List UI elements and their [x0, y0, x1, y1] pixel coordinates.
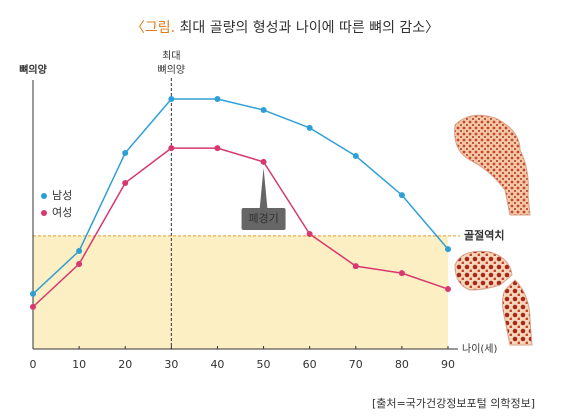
data-point — [445, 246, 451, 253]
data-point — [445, 286, 451, 293]
x-tick-label: 20 — [118, 358, 132, 371]
data-point — [260, 107, 267, 114]
data-point — [260, 158, 267, 165]
x-tick-label: 90 — [441, 358, 455, 371]
x-tick-label: 50 — [257, 358, 271, 371]
data-point — [30, 303, 36, 310]
data-point — [398, 192, 405, 199]
x-tick-label: 70 — [349, 358, 363, 371]
data-point — [398, 270, 405, 277]
threshold-label: 골절역치 — [464, 228, 504, 242]
annotation-label: 폐경기 — [248, 212, 278, 225]
x-tick-label: 0 — [30, 358, 37, 371]
data-point — [122, 179, 129, 186]
x-axis-label: 나이(세) — [462, 343, 498, 355]
x-tick-label: 40 — [210, 358, 224, 371]
title-text: 최대 골량의 형성과 나이에 따른 뼈의 감소〉 — [180, 20, 440, 36]
series-line — [32, 98, 449, 295]
data-point — [168, 95, 175, 102]
data-point — [306, 230, 313, 237]
legend-label: 남성 — [52, 189, 72, 202]
data-point — [76, 247, 83, 254]
legend-marker — [41, 210, 47, 216]
y-axis-label: 뼈의양 — [19, 63, 47, 76]
series-line — [32, 147, 449, 308]
data-point — [352, 263, 359, 270]
data-point — [352, 152, 359, 159]
data-point — [76, 260, 83, 267]
callout-pointer — [259, 167, 268, 210]
legend-marker — [41, 193, 47, 199]
title-label: 〈그림. — [131, 20, 175, 36]
bone-osteoporotic — [454, 250, 533, 346]
bone-healthy — [454, 114, 531, 216]
data-point — [122, 149, 129, 156]
legend-label: 여성 — [52, 206, 72, 219]
data-point — [306, 124, 313, 131]
x-tick-label: 80 — [395, 358, 409, 371]
x-tick-label: 10 — [72, 358, 86, 371]
callout-box — [241, 208, 286, 230]
peak-label: 뼈의양 — [158, 64, 186, 76]
x-tick-label: 60 — [303, 358, 317, 371]
source: [출처=국가건강정보포털 의학정보] — [372, 397, 535, 410]
peak-label: 최대 — [162, 50, 180, 62]
data-point — [214, 95, 221, 102]
x-tick-label: 30 — [164, 358, 178, 371]
threshold-area — [33, 235, 448, 349]
data-point — [214, 145, 221, 152]
chart-title: 〈그림. 최대 골량의 형성과 나이에 따른 뼈의 감소〉 — [131, 20, 439, 36]
data-point — [30, 290, 36, 297]
data-point — [168, 145, 175, 152]
